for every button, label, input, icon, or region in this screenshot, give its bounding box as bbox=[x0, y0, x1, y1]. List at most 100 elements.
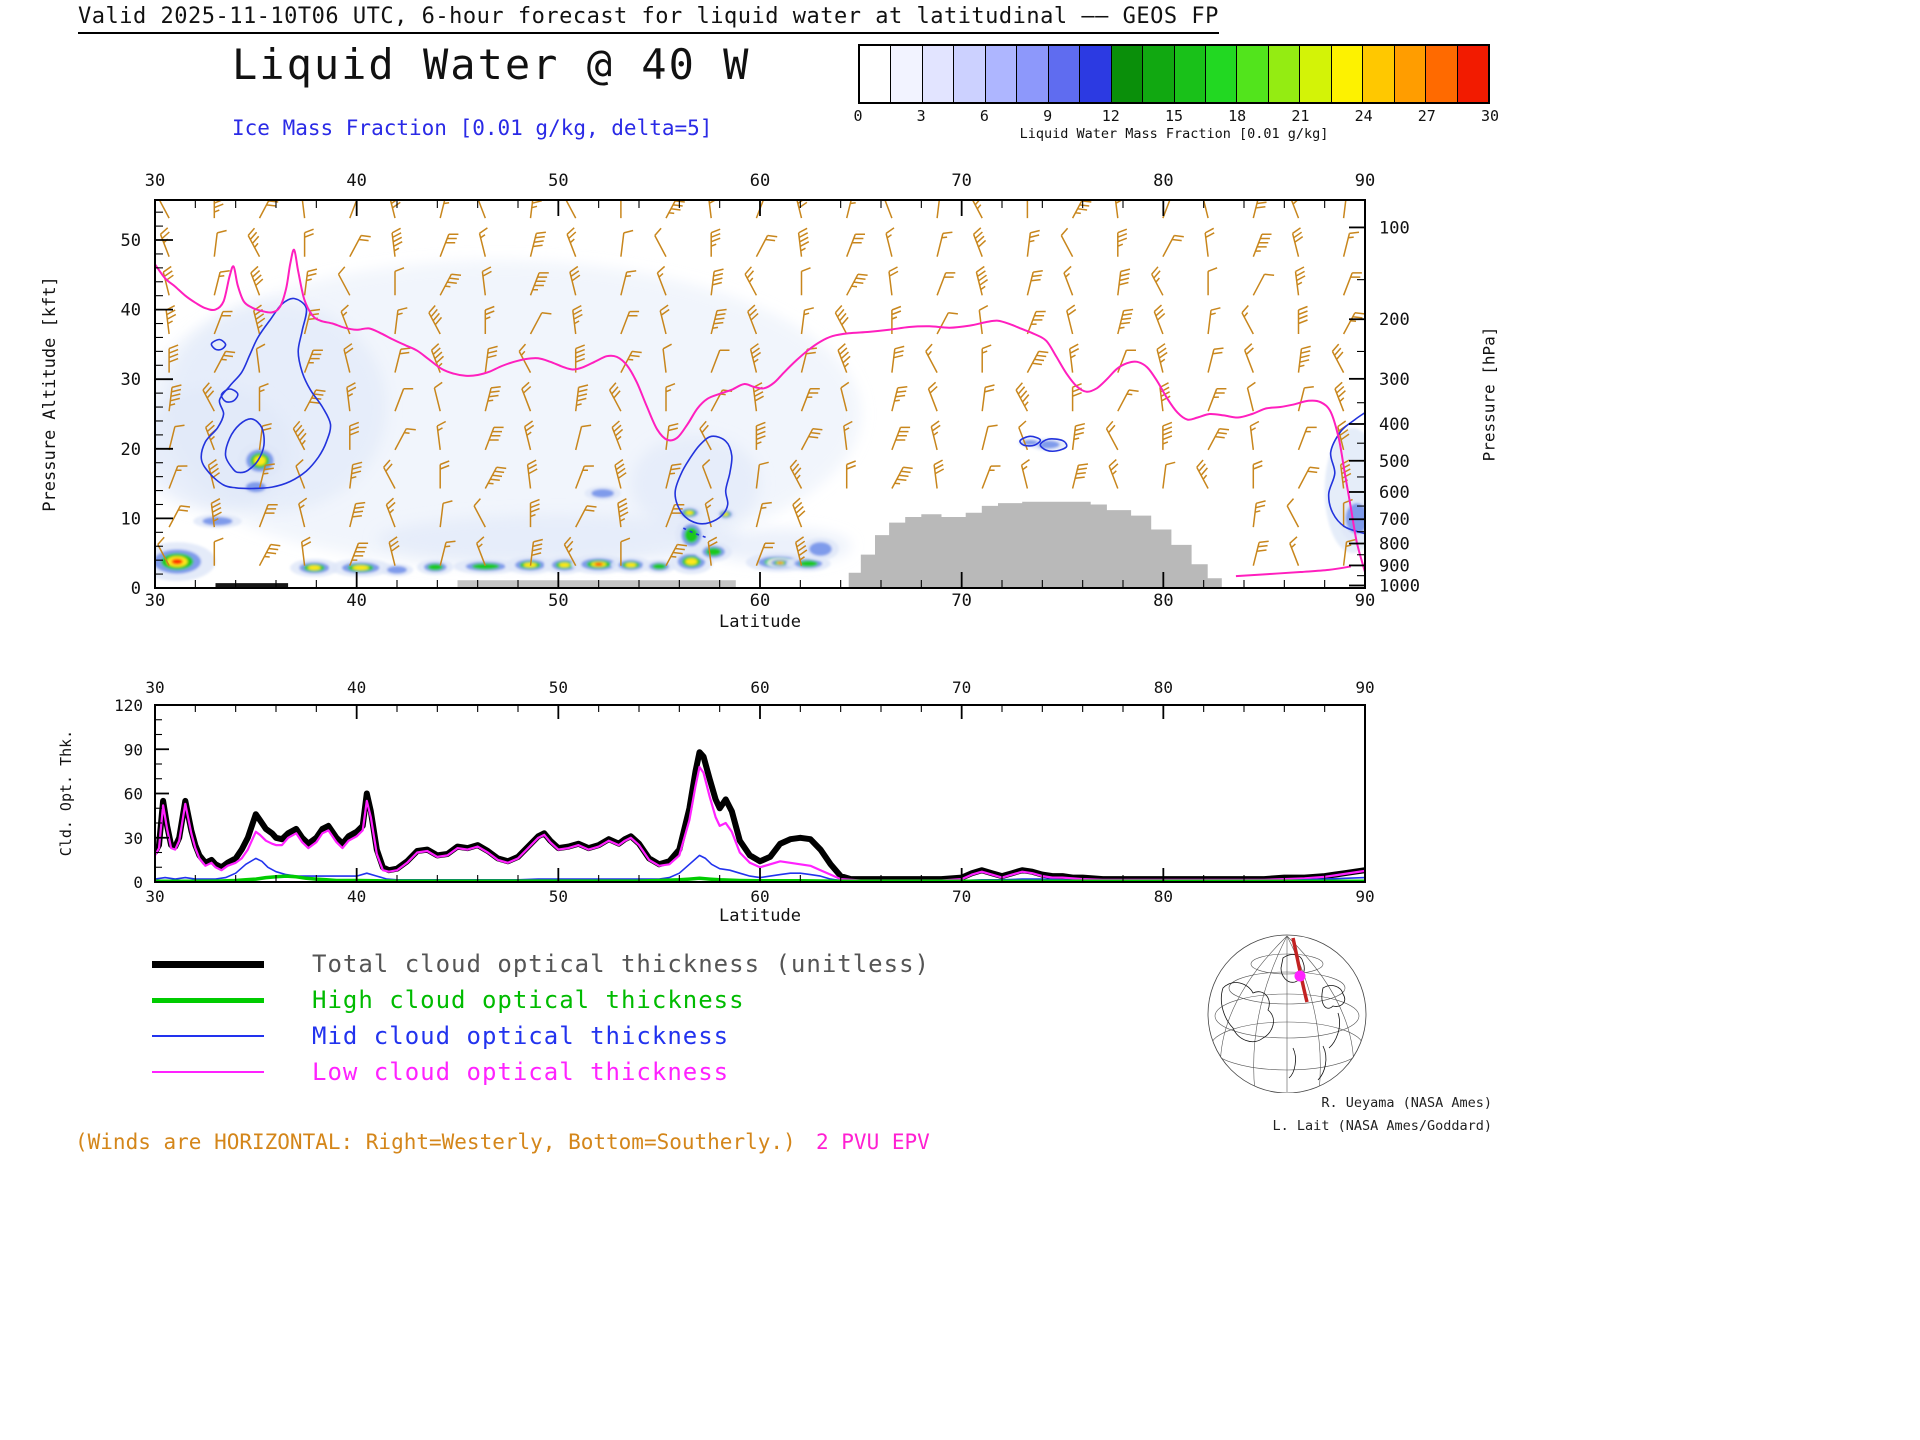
svg-text:120: 120 bbox=[114, 696, 143, 715]
ot-x-axis-label: Latitude bbox=[719, 906, 801, 926]
ot-series bbox=[155, 765, 1365, 882]
svg-text:10: 10 bbox=[121, 509, 141, 529]
svg-text:90: 90 bbox=[124, 740, 143, 759]
svg-text:70: 70 bbox=[952, 887, 971, 906]
svg-text:500: 500 bbox=[1379, 452, 1410, 472]
colorbar-cell bbox=[985, 46, 1018, 102]
svg-text:30: 30 bbox=[145, 887, 164, 906]
colorbar-cell bbox=[1363, 46, 1395, 102]
colorbar-cell bbox=[1143, 46, 1175, 102]
svg-text:600: 600 bbox=[1379, 483, 1410, 503]
svg-text:60: 60 bbox=[750, 171, 770, 191]
figure-title: Liquid Water @ 40 W bbox=[232, 40, 751, 89]
svg-text:60: 60 bbox=[750, 678, 769, 697]
main-right-axis-label: Pressure [hPa] bbox=[1479, 326, 1499, 462]
colorbar-cell bbox=[1426, 46, 1458, 102]
svg-text:80: 80 bbox=[1154, 887, 1173, 906]
colorbar-tick: 24 bbox=[1354, 107, 1373, 125]
terrain-layer bbox=[215, 501, 1222, 588]
colorbar-cell bbox=[860, 46, 892, 102]
svg-text:900: 900 bbox=[1379, 556, 1410, 576]
colorbar-tick: 15 bbox=[1164, 107, 1184, 125]
ot-series-layer bbox=[155, 749, 1365, 884]
svg-text:40: 40 bbox=[346, 591, 366, 611]
main-x-axis-label: Latitude bbox=[719, 612, 801, 632]
colorbar-tick: 30 bbox=[1480, 107, 1500, 125]
svg-text:90: 90 bbox=[1355, 591, 1375, 611]
svg-text:50: 50 bbox=[549, 887, 568, 906]
colorbar-cell bbox=[922, 46, 955, 102]
svg-text:200: 200 bbox=[1379, 310, 1410, 330]
colorbar-cell bbox=[1174, 46, 1206, 102]
svg-text:50: 50 bbox=[548, 591, 568, 611]
colorbar-tick: 6 bbox=[979, 107, 989, 125]
svg-text:50: 50 bbox=[549, 678, 568, 697]
location-dot bbox=[1294, 970, 1306, 982]
credits: R. Ueyama (NASA Ames) L. Lait (NASA Ames… bbox=[1080, 1092, 1492, 1138]
svg-text:80: 80 bbox=[1153, 591, 1173, 611]
colorbar-label: Liquid Water Mass Fraction [0.01 g/kg] bbox=[1019, 126, 1329, 142]
colorbar-gradient bbox=[858, 44, 1490, 104]
colorbar-tick: 9 bbox=[1043, 107, 1053, 125]
colorbar: 0 3 6 9 12 15 18 21 24 27 30 Liquid Water Mass Fra… bbox=[853, 44, 1499, 142]
colorbar-tick: 0 bbox=[853, 107, 863, 125]
svg-text:60: 60 bbox=[750, 887, 769, 906]
ot-series bbox=[155, 749, 1365, 883]
svg-text:40: 40 bbox=[347, 887, 366, 906]
svg-text:100: 100 bbox=[1379, 218, 1410, 238]
axes-layer: 3030404050506060707080809090010203040501… bbox=[121, 171, 1420, 611]
colorbar-cell bbox=[1111, 46, 1144, 102]
legend-label: High cloud optical thickness bbox=[312, 986, 745, 1014]
flight-track bbox=[1291, 937, 1309, 1003]
svg-text:400: 400 bbox=[1379, 415, 1410, 435]
colorbar-tick: 27 bbox=[1417, 107, 1436, 125]
legend-line-sample bbox=[152, 997, 264, 1003]
colorbar-cell bbox=[1300, 46, 1332, 102]
colorbar-cell bbox=[1205, 46, 1238, 102]
svg-text:300: 300 bbox=[1379, 370, 1410, 390]
credit-line: R. Ueyama (NASA Ames) bbox=[1321, 1095, 1492, 1111]
legend-label: Total cloud optical thickness (unitless) bbox=[312, 950, 930, 978]
colorbar-tick: 12 bbox=[1101, 107, 1120, 125]
colorbar-cell bbox=[1394, 46, 1427, 102]
tropopause-layer bbox=[155, 248, 1365, 578]
colorbar-tick: 21 bbox=[1291, 107, 1310, 125]
winds-note: (Winds are HORIZONTAL: Right=Westerly, B… bbox=[75, 1130, 796, 1154]
legend-item: Low cloud optical thickness bbox=[152, 1054, 930, 1090]
wind-barb-layer bbox=[157, 200, 1365, 567]
svg-text:70: 70 bbox=[951, 171, 971, 191]
svg-text:80: 80 bbox=[1154, 678, 1173, 697]
svg-text:80: 80 bbox=[1153, 171, 1173, 191]
location-map-inset bbox=[1207, 934, 1367, 1093]
svg-text:0: 0 bbox=[133, 873, 143, 892]
svg-text:30: 30 bbox=[145, 678, 164, 697]
colorbar-cell bbox=[1331, 46, 1364, 102]
svg-text:70: 70 bbox=[951, 591, 971, 611]
svg-text:90: 90 bbox=[1355, 171, 1375, 191]
colorbar-tick: 18 bbox=[1228, 107, 1247, 125]
svg-text:1000: 1000 bbox=[1379, 576, 1420, 596]
main-y-axis-label: Pressure Altitude [kft] bbox=[40, 276, 60, 512]
colorbar-cell bbox=[954, 46, 986, 102]
colorbar-cell bbox=[1237, 46, 1269, 102]
liquid-water-layer bbox=[155, 260, 1365, 582]
svg-text:30: 30 bbox=[124, 829, 143, 848]
svg-text:0: 0 bbox=[131, 579, 141, 599]
pvu-note: 2 PVU EPV bbox=[816, 1130, 930, 1154]
legend-label: Mid cloud optical thickness bbox=[312, 1022, 730, 1050]
valid-line: Valid 2025-11-10T06 UTC, 6-hour forecast… bbox=[78, 4, 1219, 34]
legend-item: High cloud optical thickness bbox=[152, 982, 930, 1018]
legend-line-sample bbox=[152, 1035, 264, 1037]
legend-line-sample bbox=[152, 960, 264, 968]
legend-label: Low cloud optical thickness bbox=[312, 1058, 730, 1086]
colorbar-cell bbox=[891, 46, 923, 102]
svg-text:700: 700 bbox=[1379, 510, 1410, 530]
main-plot-svg: 3030404050506060707080809090010203040501… bbox=[121, 171, 1420, 611]
credit-line: L. Lait (NASA Ames/Goddard) bbox=[1272, 1117, 1492, 1134]
legend-line-sample bbox=[152, 1070, 264, 1074]
svg-text:20: 20 bbox=[121, 440, 141, 460]
svg-text:70: 70 bbox=[952, 678, 971, 697]
